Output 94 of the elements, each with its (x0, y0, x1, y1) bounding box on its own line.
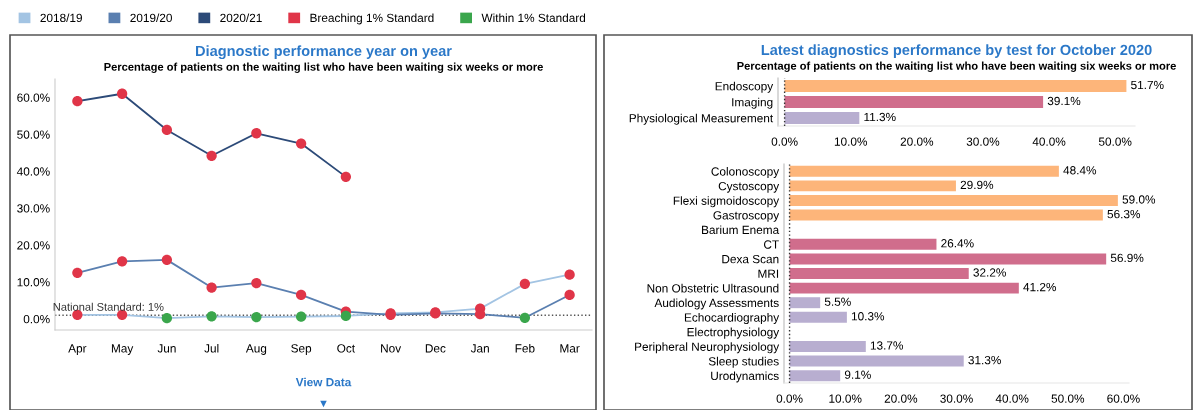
x-tick-label: May (111, 344, 134, 355)
bar (789, 297, 821, 309)
bar (789, 311, 847, 323)
y-tick-label: 40.0% (16, 167, 50, 176)
data-label: 32.2% (973, 268, 1006, 277)
ref-line-label: National Standard: 1% (53, 302, 164, 311)
x-tick-label: 10.0% (829, 394, 862, 403)
legend-label: Within 1% Standard (481, 13, 586, 23)
chart-title: Latest diagnostics performance by test for October 2020 (761, 44, 1152, 58)
x-tick-label: Nov (381, 344, 402, 353)
data-label: 39.1% (1047, 96, 1081, 106)
data-label: 26.4% (941, 239, 974, 248)
bar (789, 195, 1118, 206)
y-tick-label: Dexa Scan (722, 254, 779, 264)
bar (789, 282, 1019, 294)
bar (784, 96, 1044, 108)
data-label: 10.3% (851, 312, 885, 321)
data-label: 11.3% (864, 112, 896, 122)
x-tick-label: Jul (204, 343, 219, 353)
legend-label: 2018/19 (40, 13, 82, 23)
y-tick-label: Colonoscopy (711, 167, 780, 179)
x-tick-label: Jun (157, 344, 176, 353)
data-label: 13.7% (870, 341, 904, 350)
x-tick-label: 40.0% (995, 394, 1029, 403)
bar (789, 238, 937, 250)
data-label: 29.9% (960, 180, 994, 190)
x-tick-label: Feb (515, 343, 535, 353)
x-tick-label: 40.0% (1032, 137, 1066, 146)
y-tick-label: Non Obstetric Ultrasound (647, 283, 779, 293)
chart-title: Diagnostic performance year on year (196, 45, 452, 59)
x-tick-label: Mar (560, 344, 580, 353)
data-label: 51.7% (1131, 80, 1164, 90)
y-tick-label: Cystoscopy (718, 181, 780, 193)
y-tick-label: Physiological Measurement (629, 113, 774, 125)
x-tick-label: 30.0% (966, 137, 1000, 146)
x-tick-label: Dec (425, 344, 446, 353)
bar (789, 355, 964, 367)
x-tick-label: 0.0% (776, 394, 803, 403)
legend-label: 2020/21 (220, 13, 262, 23)
y-tick-label: Endoscopy (715, 81, 774, 93)
legend-label: 2019/20 (130, 13, 172, 23)
y-tick-label: Imaging (732, 97, 773, 109)
x-tick-label: 60.0% (1107, 394, 1140, 403)
bar (789, 165, 1059, 177)
bar (789, 268, 969, 279)
y-tick-label: Sleep studies (708, 356, 779, 368)
data-label: 56.9% (1110, 253, 1144, 263)
bar (789, 180, 956, 192)
data-label: 5.5% (824, 297, 851, 306)
x-tick-label: 20.0% (900, 137, 934, 146)
x-tick-label: 50.0% (1098, 137, 1132, 146)
x-tick-label: 20.0% (884, 394, 918, 403)
chart-subtitle: Percentage of patients on the waiting list who have been waiting six weeks or more (737, 61, 1176, 72)
data-label: 59.0% (1122, 195, 1156, 204)
bar (789, 370, 841, 382)
y-tick-label: 30.0% (17, 204, 50, 213)
y-tick-label: 0.0% (23, 314, 50, 324)
y-tick-label: 60.0% (17, 93, 50, 102)
x-tick-label: Jan (470, 344, 489, 353)
y-tick-label: 10.0% (17, 278, 50, 287)
bar (789, 209, 1103, 221)
bar (789, 253, 1107, 265)
data-label: 9.1% (844, 370, 871, 379)
bar (789, 341, 866, 352)
x-tick-label: 0.0% (771, 137, 798, 146)
x-tick-label: Aug (245, 344, 267, 355)
x-tick-label: Oct (337, 344, 355, 353)
bar (784, 80, 1127, 92)
y-tick-label: Flexi sigmoidoscopy (673, 196, 780, 208)
data-label: 41.2% (1023, 282, 1057, 292)
x-tick-label: Apr (68, 344, 87, 355)
x-tick-label: 50.0% (1051, 394, 1085, 403)
x-tick-label: 30.0% (940, 394, 973, 403)
x-tick-label: 10.0% (834, 137, 868, 146)
text: ▼ (320, 400, 327, 408)
text: View Data (295, 377, 352, 387)
y-tick-label: MRI (758, 269, 779, 278)
bar (784, 112, 860, 124)
data-label: 56.3% (1107, 209, 1141, 219)
y-tick-label: 20.0% (17, 241, 50, 250)
data-label: 31.3% (968, 355, 1001, 365)
y-tick-label: Gastroscopy (713, 211, 780, 222)
chart-subtitle: Percentage of patients on the waiting list who have been waiting six weeks or more (104, 62, 543, 73)
y-tick-label: Peripheral Neurophysiology (635, 342, 780, 354)
x-tick-label: Sep (291, 344, 312, 355)
y-tick-label: Audiology Assessments (654, 298, 779, 310)
y-tick-label: Urodynamics (711, 371, 779, 383)
y-tick-label: Barium Enema (702, 225, 780, 235)
y-tick-label: Electrophysiology (687, 327, 780, 339)
y-tick-label: Echocardiography (684, 313, 780, 325)
legend-label: Breaching 1% Standard (310, 13, 434, 25)
y-tick-label: 50.0% (17, 130, 50, 139)
data-label: 48.4% (1063, 166, 1097, 175)
y-tick-label: CT (764, 240, 779, 249)
